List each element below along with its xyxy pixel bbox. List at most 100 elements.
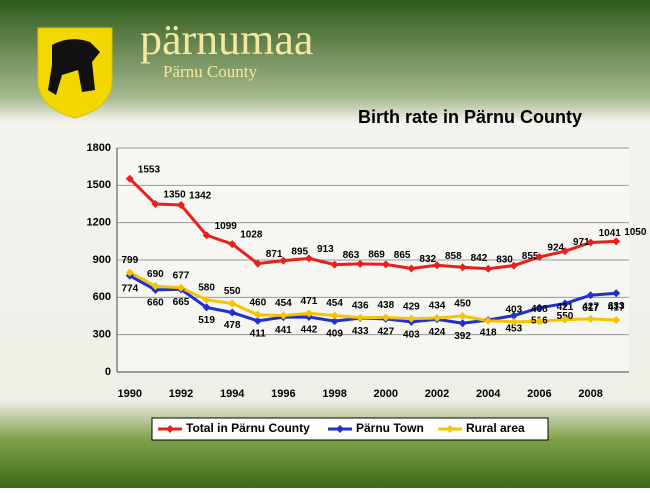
point-marker: [535, 303, 544, 312]
data-label: 660: [147, 298, 164, 309]
data-label: 411: [250, 328, 267, 339]
point-marker: [151, 200, 160, 208]
point-marker: [253, 316, 262, 325]
data-label: 550: [224, 286, 241, 297]
data-label: 460: [249, 297, 266, 308]
series-line: [128, 177, 617, 271]
data-label: 865: [394, 250, 411, 261]
legend-label: Pärnu Town: [356, 421, 424, 435]
data-label: 832: [419, 254, 436, 265]
point-marker: [253, 310, 262, 319]
data-label: 427: [377, 327, 394, 338]
data-label: 842: [471, 253, 488, 264]
point-marker: [381, 313, 390, 322]
point-marker: [509, 311, 518, 320]
x-tick-label: 2004: [476, 388, 501, 400]
x-tick-label: 1994: [220, 388, 245, 400]
legend-label: Total in Pärnu County: [186, 421, 310, 435]
point-marker: [561, 315, 569, 324]
data-label: 409: [326, 329, 343, 340]
data-label: 478: [224, 320, 241, 331]
data-label: 1342: [189, 191, 212, 202]
data-label: 1050: [624, 227, 647, 238]
data-label: 971: [573, 237, 590, 248]
data-label: 1553: [138, 164, 161, 175]
data-label: 1041: [599, 228, 622, 239]
y-tick-label: 1500: [87, 179, 111, 191]
point-marker: [586, 314, 595, 323]
x-tick-label: 1992: [169, 388, 193, 400]
data-label: 429: [403, 301, 420, 312]
x-tick-label: 1998: [322, 388, 346, 400]
data-label: 421: [557, 302, 574, 313]
data-label: 863: [343, 250, 360, 261]
data-label: 450: [454, 299, 471, 310]
point-marker: [279, 256, 288, 265]
x-tick-label: 1996: [271, 388, 295, 400]
x-tick-label: 2006: [527, 388, 551, 400]
data-label: 408: [531, 304, 548, 315]
point-marker: [458, 319, 467, 328]
data-label: 580: [198, 282, 215, 293]
point-marker: [509, 317, 518, 326]
logo-bear: [48, 39, 100, 95]
y-tick-label: 300: [93, 329, 111, 341]
data-label: 424: [429, 327, 446, 338]
data-label: 895: [291, 246, 308, 257]
data-label: 436: [352, 300, 369, 311]
y-tick-label: 0: [105, 366, 111, 378]
data-label: 677: [173, 270, 190, 281]
data-label: 799: [121, 255, 138, 266]
point-marker: [330, 311, 339, 320]
point-marker: [177, 283, 185, 292]
data-label: 633: [608, 301, 625, 312]
point-marker: [458, 312, 467, 320]
point-marker: [330, 317, 339, 326]
point-marker: [407, 264, 416, 273]
point-marker: [125, 174, 134, 183]
point-marker: [228, 308, 237, 317]
logo-title: pärnumaa: [140, 15, 313, 64]
point-marker: [484, 316, 493, 325]
data-label: 442: [301, 325, 318, 336]
point-marker: [330, 260, 339, 269]
data-label: 438: [377, 300, 394, 311]
point-marker: [458, 263, 467, 272]
y-tick-label: 900: [93, 254, 111, 266]
data-label: 690: [147, 269, 164, 280]
logo-subtitle: Pärnu County: [163, 62, 257, 81]
data-label: 403: [505, 304, 522, 315]
data-label: 924: [547, 243, 564, 254]
point-marker: [356, 313, 365, 322]
data-label: 617: [582, 303, 599, 314]
point-marker: [612, 316, 621, 325]
x-tick-label: 2000: [374, 388, 398, 400]
data-label: 665: [173, 297, 190, 308]
point-marker: [535, 253, 544, 262]
y-tick-label: 600: [93, 291, 111, 303]
legend-marker: [166, 425, 174, 433]
data-label: 858: [445, 251, 462, 262]
point-marker: [202, 231, 211, 240]
data-label: 471: [301, 296, 318, 307]
point-marker: [202, 295, 211, 304]
data-label: 1028: [240, 230, 263, 241]
point-marker: [586, 291, 595, 300]
point-marker: [356, 259, 365, 268]
data-label: 519: [198, 315, 215, 326]
data-label: 855: [522, 251, 539, 262]
series-line: [129, 271, 617, 324]
data-label: 392: [454, 331, 471, 342]
data-label: 869: [368, 249, 385, 260]
point-marker: [151, 282, 160, 291]
x-tick-label: 2002: [425, 388, 449, 400]
data-label: 913: [317, 244, 334, 255]
x-tick-label: 1990: [118, 388, 142, 400]
data-label: 454: [275, 298, 292, 309]
data-label: 871: [266, 249, 283, 260]
data-label: 453: [505, 323, 522, 334]
data-label: 434: [429, 301, 446, 312]
data-label: 418: [480, 328, 497, 339]
point-marker: [305, 254, 313, 263]
